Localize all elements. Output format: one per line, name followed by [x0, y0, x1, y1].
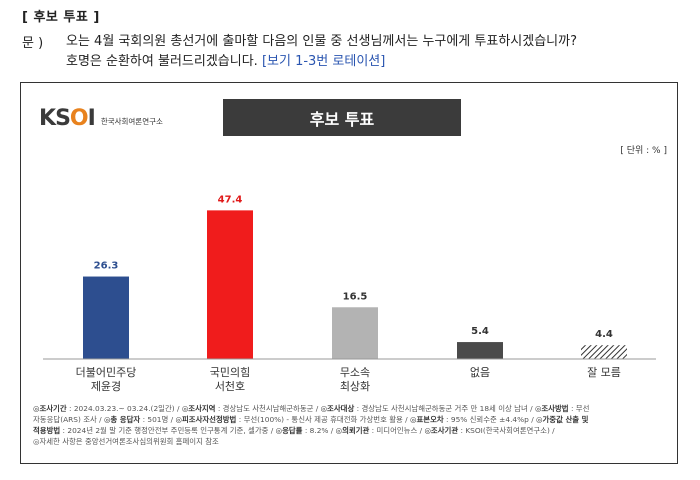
bar-2 — [332, 307, 378, 359]
footer-line-4: ◎자세한 사항은 중앙선거여론조사심의위원회 홈페이지 참조 — [33, 437, 219, 446]
footer-line-1: ◎조사기간 : 2024.03.23.~ 03.24.(2일간) / ◎조사지역… — [33, 404, 590, 413]
logo-mark: KSOI — [39, 105, 96, 131]
question-line-2-text: 호명은 순환하여 불러드리겠습니다. — [66, 54, 258, 69]
question-label: 문 ) — [22, 36, 44, 51]
category-label-0-1: 제윤경 — [91, 380, 121, 393]
question-text: 오는 4월 국회의원 총선거에 출마할 다음의 인물 중 선생님께서는 누구에게… — [66, 32, 686, 72]
category-label-2-0: 무소속 — [340, 366, 370, 379]
category-label-3-0: 없음 — [470, 366, 490, 379]
category-label-0-0: 더불어민주당 — [76, 366, 137, 379]
category-label-2-1: 최상화 — [340, 380, 370, 393]
value-label-1: 47.4 — [218, 194, 243, 205]
survey-footer: ◎조사기간 : 2024.03.23.~ 03.24.(2일간) / ◎조사지역… — [33, 403, 665, 447]
bar-4 — [581, 345, 627, 359]
footer-line-3: 적용방법 : 2024년 2월 말 기준 행정안전부 주민등록 인구통계 기준,… — [33, 426, 555, 435]
logo-subtitle: 한국사회여론연구소 — [100, 116, 163, 126]
footer-line-2: 자동응답(ARS) 조사 / ◎총 응답자 : 501명 / ◎피조사자선정방법… — [33, 415, 589, 424]
category-label-1-0: 국민의힘 — [210, 366, 250, 379]
bar-1 — [207, 210, 253, 359]
ksoi-logo: KSOI 한국사회여론연구소 — [39, 105, 163, 131]
question-line-1: 오는 4월 국회의원 총선거에 출마할 다음의 인물 중 선생님께서는 누구에게… — [66, 34, 577, 49]
question-line-2: 호명은 순환하여 불러드리겠습니다. [보기 1-3번 로테이션] — [66, 52, 686, 72]
section-title: [ 후보 투표 ] — [22, 10, 100, 25]
category-label-1-1: 서천호 — [215, 379, 245, 393]
category-label-4-0: 잘 모름 — [587, 366, 621, 379]
value-label-4: 4.4 — [595, 329, 613, 340]
chart-header: 후보 투표 — [223, 99, 461, 136]
value-label-0: 26.3 — [94, 261, 119, 272]
value-label-3: 5.4 — [471, 326, 489, 337]
unit-label: [ 단위 : % ] — [620, 146, 667, 156]
question-rotation-note: [보기 1-3번 로테이션] — [261, 54, 386, 69]
value-label-2: 16.5 — [343, 291, 368, 302]
chart-frame: KSOI 한국사회여론연구소 후보 투표 [ 단위 : % ] 26.3 더불어민… — [20, 82, 678, 464]
bar-0 — [83, 276, 129, 359]
bar-3 — [457, 342, 503, 359]
